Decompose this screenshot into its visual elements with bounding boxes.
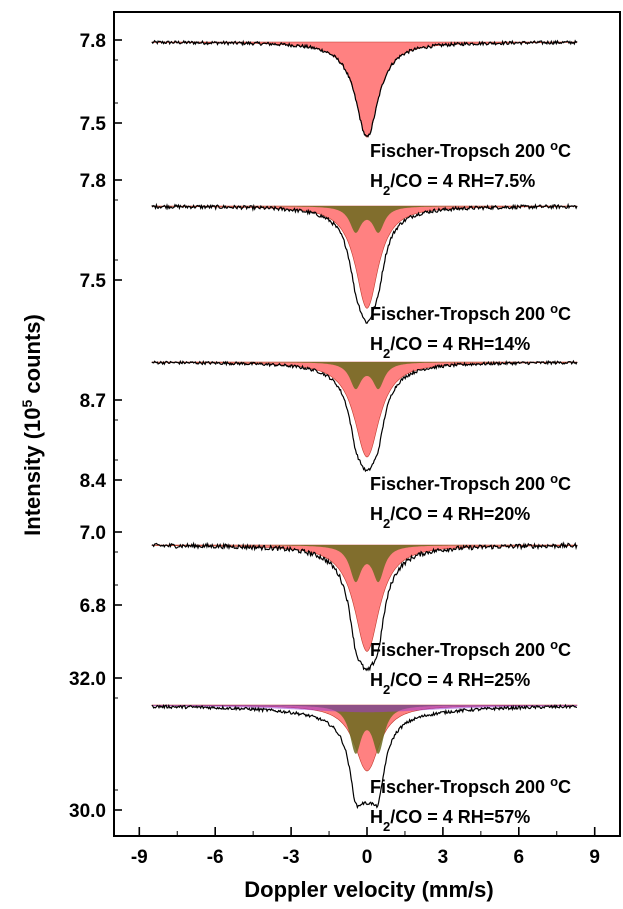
x-tick-label-1: -9: [131, 847, 148, 868]
y-tick-label-3-2: 8.4: [80, 471, 107, 492]
y-tick-label-1-2: 7.5: [80, 114, 107, 135]
y-axis-title-sup: 5: [19, 399, 35, 407]
y-axis-title-end: counts): [20, 314, 45, 400]
y-tick-label-5-2: 30.0: [69, 801, 106, 822]
y-axis-title-main: Intensity (10: [20, 407, 45, 535]
condition-line1-4: Fischer-Tropsch 200 oC: [370, 637, 571, 661]
x-tick-label-5: 3: [438, 847, 449, 868]
y-tick-label-2-1: 7.8: [80, 171, 106, 192]
x-axis-title: Doppler velocity (mm/s): [244, 877, 493, 902]
x-tick-label-6: 6: [514, 847, 525, 868]
x-tick-label-3: -3: [283, 847, 300, 868]
x-tick-label-2: -6: [207, 847, 224, 868]
y-tick-label-4-1: 7.0: [80, 523, 106, 544]
condition-line1-1: Fischer-Tropsch 200 oC: [370, 138, 571, 162]
condition-line1-3: Fischer-Tropsch 200 oC: [370, 471, 571, 495]
y-tick-label-5-1: 32.0: [69, 669, 106, 690]
y-tick-label-4-2: 6.8: [80, 596, 106, 617]
condition-line1-5: Fischer-Tropsch 200 oC: [370, 774, 571, 798]
y-axis-title: Intensity (105 counts): [19, 314, 45, 536]
y-tick-label-2-2: 7.5: [80, 271, 107, 292]
y-tick-label-1-1: 7.8: [80, 31, 106, 52]
x-tick-label-4: 0: [362, 847, 373, 868]
y-tick-label-3-1: 8.7: [80, 391, 106, 412]
x-tick-label-7: 9: [589, 847, 600, 868]
condition-line1-2: Fischer-Tropsch 200 oC: [370, 301, 571, 325]
